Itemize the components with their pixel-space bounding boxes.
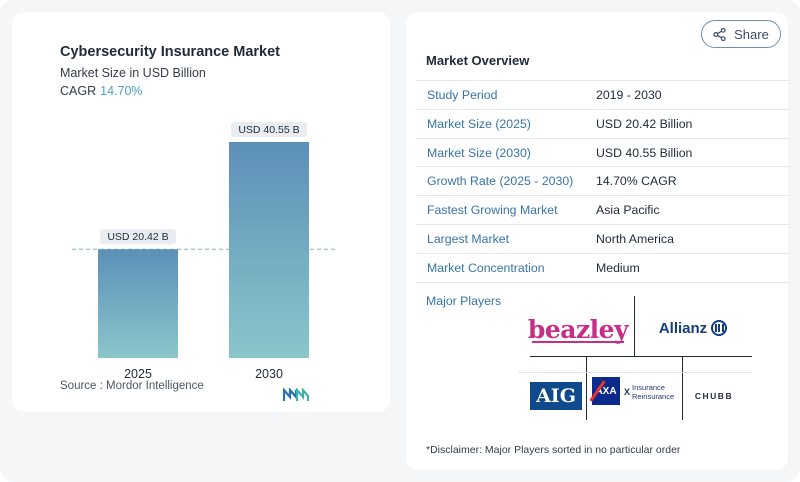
logo-grid-divider <box>682 356 683 420</box>
xl-catlin-logo: X Insurance Reinsurance <box>624 380 682 404</box>
x-tick-label: 2025 <box>124 367 152 381</box>
logo-grid-divider <box>586 356 587 420</box>
share-icon <box>713 27 726 41</box>
logo-grid-divider <box>530 356 752 357</box>
overview-value: USD 40.55 Billion <box>596 146 693 160</box>
beazley-underline <box>532 341 624 343</box>
aig-logo: AIG <box>530 382 582 410</box>
axa-wordmark: AXA <box>595 385 617 397</box>
share-label: Share <box>734 26 769 42</box>
bar-2030 <box>229 142 309 358</box>
cagr-value: 14.70% <box>100 84 143 98</box>
allianz-logo: Allianz <box>652 316 734 340</box>
major-players-label: Major Players <box>426 294 502 308</box>
logo-grid-divider <box>634 296 635 356</box>
overview-value: 14.70% CAGR <box>596 174 677 188</box>
overview-row-growth-rate: Growth Rate (2025 - 2030) 14.70% CAGR <box>416 166 790 194</box>
logo-grid-divider <box>518 372 752 373</box>
disclaimer: *Disclaimer: Major Players sorted in no … <box>426 444 681 456</box>
cagr-line: CAGR 14.70% <box>60 84 143 98</box>
xl-line-1: Insurance <box>632 383 665 392</box>
overview-key: Growth Rate (2025 - 2030) <box>427 174 574 188</box>
chubb-logo: CHUBB <box>686 390 742 402</box>
allianz-eagle-icon <box>711 320 728 336</box>
chart-title: Cybersecurity Insurance Market <box>60 44 281 60</box>
chart-source: Source : Mordor Intelligence <box>60 380 204 392</box>
mordor-intelligence-logo-icon <box>283 388 309 401</box>
data-label-background <box>100 229 176 245</box>
overview-row-study-period: Study Period 2019 - 2030 <box>416 80 790 108</box>
x-tick-label: 2030 <box>255 367 283 381</box>
overview-value: 2019 - 2030 <box>596 88 662 102</box>
overview-divider <box>416 282 790 283</box>
overview-key: Market Concentration <box>427 261 545 275</box>
overview-key: Largest Market <box>427 232 510 246</box>
xl-mark: X <box>624 386 631 397</box>
bar-chart: USD 20.42 B 2025 USD 40.55 B 2030 <box>72 122 338 381</box>
overview-value: North America <box>596 232 674 246</box>
bar-2025 <box>98 249 178 358</box>
data-label: USD 20.42 B <box>107 231 168 243</box>
overview-value: USD 20.42 Billion <box>596 117 693 131</box>
overview-key: Market Size (2025) <box>427 117 531 131</box>
overview-key: Study Period <box>427 88 498 102</box>
chart-subtitle: Market Size in USD Billion <box>60 66 206 80</box>
beazley-logo: beazley <box>526 311 630 347</box>
cagr-label: CAGR <box>60 84 97 98</box>
data-label: USD 40.55 B <box>238 124 299 136</box>
allianz-wordmark: Allianz <box>658 319 708 337</box>
xl-line-2: Reinsurance <box>632 392 675 401</box>
overview-value: Medium <box>596 261 640 275</box>
aig-wordmark: AIG <box>536 385 576 407</box>
xl-text: Insurance Reinsurance <box>632 383 674 401</box>
chubb-wordmark: CHUBB <box>694 391 734 401</box>
overview-row-market-size-2025: Market Size (2025) USD 20.42 Billion <box>416 109 790 137</box>
market-overview-title: Market Overview <box>426 53 530 68</box>
overview-key: Fastest Growing Market <box>427 203 558 217</box>
overview-key: Market Size (2030) <box>427 146 531 160</box>
share-button[interactable]: Share <box>701 20 781 48</box>
overview-row-market-size-2030: Market Size (2030) USD 40.55 Billion <box>416 138 790 166</box>
overview-row-largest-market: Largest Market North America <box>416 224 790 252</box>
overview-value: Asia Pacific <box>596 203 660 217</box>
data-label-background <box>231 122 307 137</box>
overview-row-concentration: Market Concentration Medium <box>416 253 790 281</box>
overview-row-fastest-growing: Fastest Growing Market Asia Pacific <box>416 195 790 223</box>
axa-logo: AXA <box>589 377 620 405</box>
chart-card <box>12 12 390 412</box>
beazley-wordmark: beazley <box>527 315 629 344</box>
